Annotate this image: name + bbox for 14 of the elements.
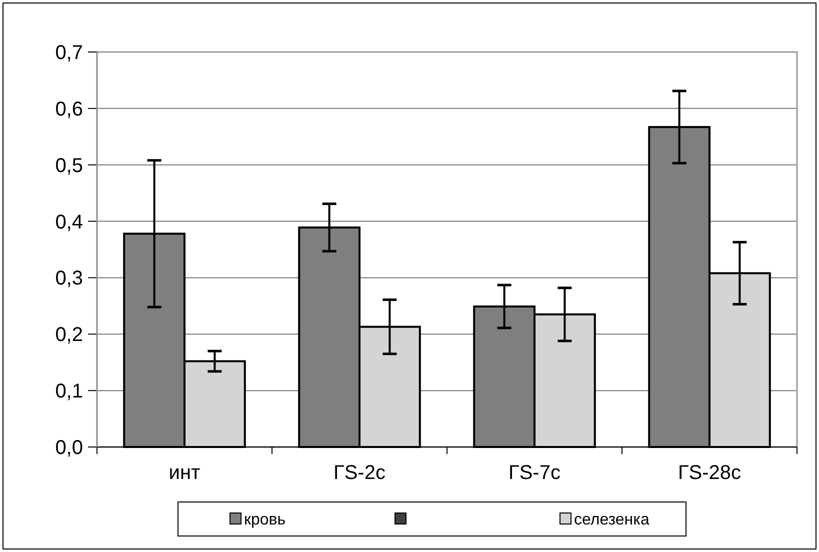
y-tick-label: 0,6	[55, 98, 83, 120]
legend-label: кровь	[244, 512, 286, 529]
y-tick-label: 0,1	[55, 380, 83, 403]
y-tick-label: 0,4	[55, 211, 83, 234]
y-tick-label: 0,5	[55, 154, 83, 177]
y-tick-label: 0,3	[55, 268, 83, 290]
y-tick-label: 0,0	[55, 437, 83, 459]
legend-label: селезенка	[574, 512, 650, 529]
x-tick-label: ГS-28c	[678, 462, 742, 484]
y-tick-label: 0,2	[55, 324, 83, 346]
x-tick-label: ГS-2c	[334, 462, 386, 484]
x-tick-label: ГS-7c	[508, 462, 560, 484]
y-tick-label: 0,7	[55, 42, 83, 64]
x-tick-label: инт	[168, 462, 200, 484]
